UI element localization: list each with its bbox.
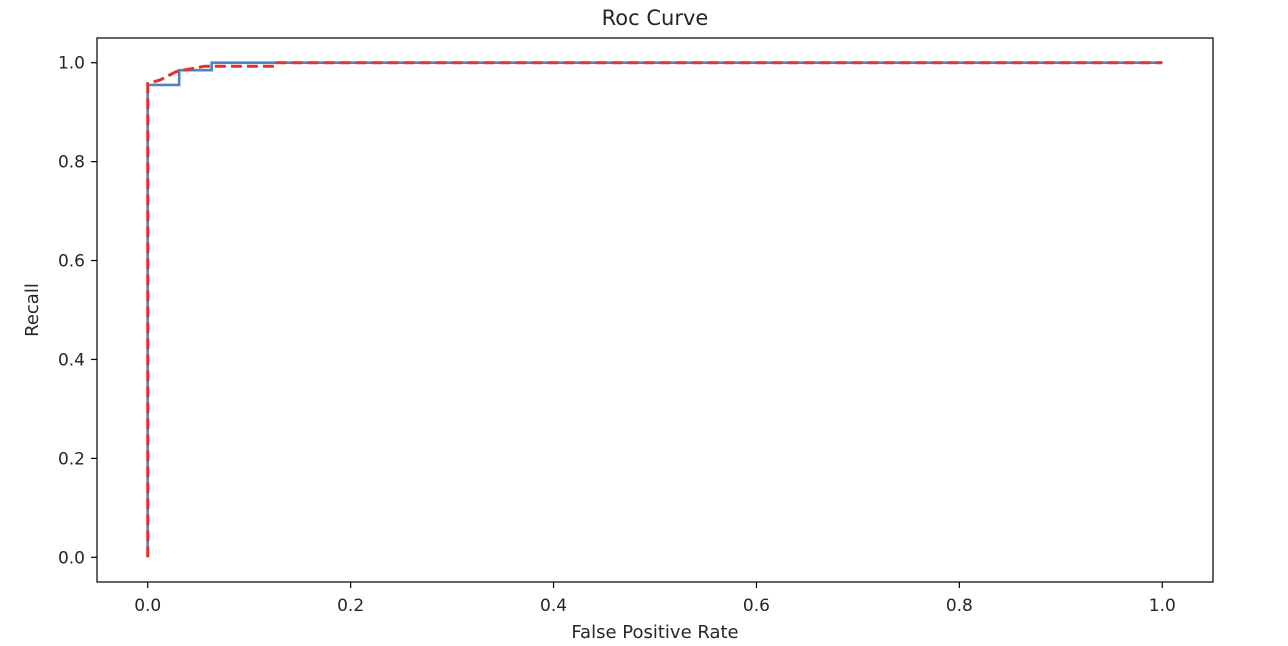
chart-title: Roc Curve bbox=[602, 6, 709, 30]
y-tick-label: 0.2 bbox=[58, 449, 85, 469]
x-tick-label: 0.2 bbox=[337, 596, 364, 616]
x-tick-label: 1.0 bbox=[1149, 596, 1176, 616]
y-tick-label: 0.4 bbox=[58, 350, 85, 370]
x-tick-label: 0.0 bbox=[134, 596, 161, 616]
series-line-2 bbox=[146, 61, 1163, 558]
y-tick-label: 0.8 bbox=[58, 153, 85, 173]
y-tick-label: 1.0 bbox=[58, 54, 85, 74]
y-tick-label: 0.0 bbox=[58, 548, 85, 568]
y-tick-label: 0.6 bbox=[58, 252, 85, 272]
x-tick-label: 0.8 bbox=[946, 596, 973, 616]
axes-frame bbox=[96, 37, 1214, 583]
y-axis-title: Recall bbox=[22, 283, 43, 337]
plot-area: 0.0 0.2 0.4 0.6 0.8 1.0 0.0 0.2 0.4 0.6 0.8 1.0 bbox=[58, 37, 1214, 616]
x-axis-title: False Positive Rate bbox=[571, 622, 738, 643]
x-tick-label: 0.4 bbox=[540, 596, 567, 616]
x-tick-label: 0.6 bbox=[743, 596, 770, 616]
